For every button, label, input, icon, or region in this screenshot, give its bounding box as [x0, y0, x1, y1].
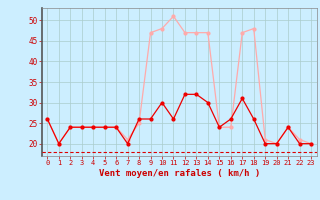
X-axis label: Vent moyen/en rafales ( km/h ): Vent moyen/en rafales ( km/h ): [99, 169, 260, 178]
